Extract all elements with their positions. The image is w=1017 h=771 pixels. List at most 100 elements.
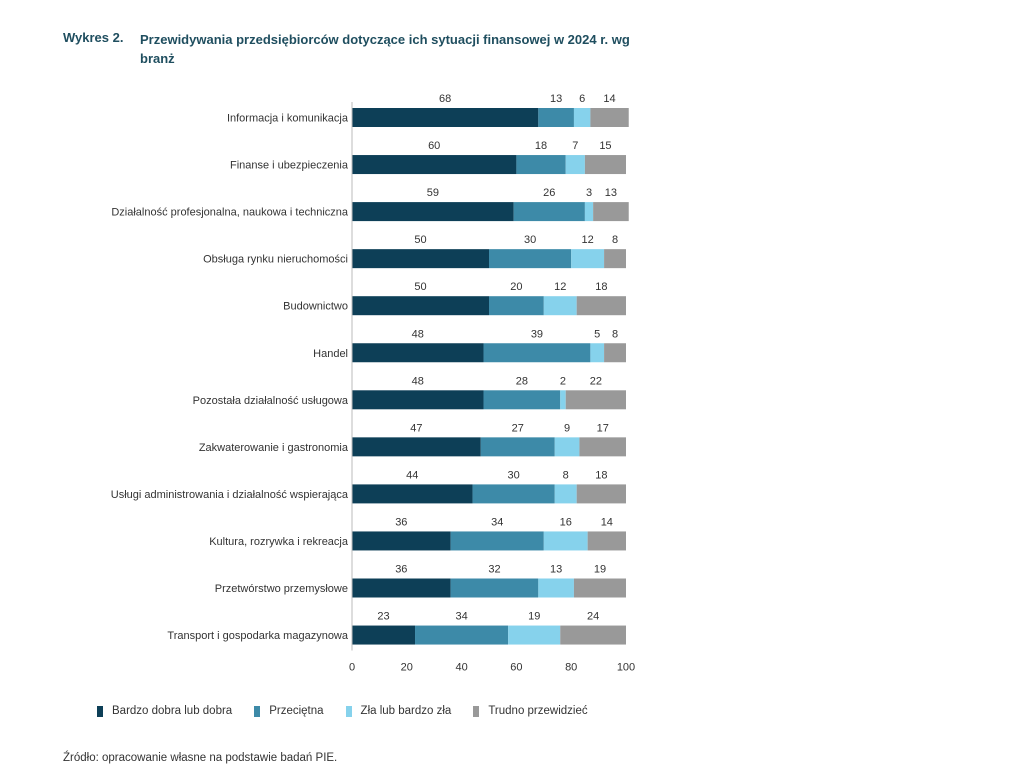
data-label: 34 xyxy=(491,516,503,528)
legend-swatch xyxy=(345,705,352,717)
data-label: 14 xyxy=(603,93,615,105)
bar-segment xyxy=(415,625,509,645)
data-label: 48 xyxy=(412,328,424,340)
legend-item: Bardzo dobra lub dobra xyxy=(97,705,232,717)
category-label: Transport i gospodarka magazynowa xyxy=(167,630,348,642)
category-label: Usługi administrowania i działalność wsp… xyxy=(111,489,349,501)
data-label: 34 xyxy=(455,611,467,623)
data-label: 13 xyxy=(550,564,562,576)
data-label: 8 xyxy=(563,469,569,481)
bar-segment xyxy=(573,578,626,598)
data-label: 2 xyxy=(560,375,566,387)
data-label: 12 xyxy=(582,234,594,246)
data-label: 60 xyxy=(428,140,440,152)
category-label: Kultura, rozrywka i rekreacja xyxy=(209,536,349,548)
bar-segment xyxy=(584,202,594,222)
bar-segment xyxy=(352,484,473,504)
data-label: 7 xyxy=(572,140,578,152)
bar-segment xyxy=(584,155,626,175)
x-tick-label: 0 xyxy=(349,662,355,674)
category-label: Przetwórstwo przemysłowe xyxy=(215,583,348,595)
x-tick-label: 100 xyxy=(617,662,635,674)
data-label: 15 xyxy=(599,140,611,152)
bar-segment xyxy=(489,296,544,316)
legend-item: Zła lub bardzo zła xyxy=(345,705,452,717)
x-tick-label: 20 xyxy=(401,662,413,674)
data-label: 18 xyxy=(535,140,547,152)
bar-segment xyxy=(538,578,574,598)
bar-segment xyxy=(560,390,566,410)
data-label: 30 xyxy=(524,234,536,246)
data-label: 8 xyxy=(612,234,618,246)
category-label: Pozostała działalność usługowa xyxy=(193,395,349,407)
data-label: 50 xyxy=(414,281,426,293)
data-label: 68 xyxy=(439,93,451,105)
bar-segment xyxy=(590,108,629,127)
data-label: 27 xyxy=(512,422,524,434)
data-label: 30 xyxy=(508,469,520,481)
figure-label: Wykres 2. xyxy=(63,30,124,45)
bar-segment xyxy=(450,531,544,551)
data-label: 59 xyxy=(427,187,439,199)
bar-segment xyxy=(604,343,626,363)
category-label: Handel xyxy=(313,348,348,360)
bar-segment xyxy=(352,249,489,269)
legend-label: Zła lub bardzo zła xyxy=(360,705,452,717)
bar-segment xyxy=(576,484,626,504)
bar-segment xyxy=(483,390,561,410)
legend-swatch xyxy=(97,705,103,717)
data-label: 18 xyxy=(595,469,607,481)
bar-segment xyxy=(593,202,629,222)
data-label: 13 xyxy=(605,187,617,199)
bar-segment xyxy=(590,343,605,363)
data-label: 28 xyxy=(516,375,528,387)
legend-label: Bardzo dobra lub dobra xyxy=(112,705,233,717)
bar-segment xyxy=(352,437,481,457)
data-label: 19 xyxy=(594,564,606,576)
bar-segment xyxy=(560,625,626,645)
bar-segment xyxy=(579,437,626,457)
bar-segment xyxy=(352,343,484,363)
category-label: Zakwaterowanie i gastronomia xyxy=(199,442,349,454)
bar-segment xyxy=(483,343,591,363)
legend-label: Trudno przewidzieć xyxy=(488,705,588,717)
data-label: 6 xyxy=(579,93,585,105)
data-label: 22 xyxy=(590,375,602,387)
bar-segment xyxy=(352,531,451,551)
data-label: 14 xyxy=(601,516,613,528)
data-label: 8 xyxy=(612,328,618,340)
data-label: 3 xyxy=(586,187,592,199)
category-label: Informacja i komunikacja xyxy=(227,113,349,125)
category-label: Działalność profesjonalna, naukowa i tec… xyxy=(111,207,349,219)
bar-segment xyxy=(604,249,626,269)
bar-segment xyxy=(543,531,588,551)
bar-segment xyxy=(538,108,574,127)
chart-title: Przewidywania przedsiębiorców dotyczące … xyxy=(140,32,630,66)
data-label: 24 xyxy=(587,611,599,623)
bar-segment xyxy=(489,249,572,269)
data-label: 44 xyxy=(406,469,418,481)
category-label: Finanse i ubezpieczenia xyxy=(230,160,349,172)
data-label: 16 xyxy=(560,516,572,528)
data-label: 12 xyxy=(554,281,566,293)
legend-item: Przeciętna xyxy=(254,705,324,717)
data-label: 23 xyxy=(377,611,389,623)
legend-swatch xyxy=(254,705,261,717)
bar-segment xyxy=(480,437,555,457)
data-label: 36 xyxy=(395,516,407,528)
bar-segment xyxy=(450,578,539,598)
data-label: 32 xyxy=(488,564,500,576)
category-label: Budownictwo xyxy=(283,301,348,313)
data-label: 19 xyxy=(528,611,540,623)
bar-segment xyxy=(573,108,591,127)
category-label: Obsługa rynku nieruchomości xyxy=(203,254,348,266)
data-label: 39 xyxy=(531,328,543,340)
bar-segment xyxy=(352,108,539,127)
bar-segment xyxy=(352,390,484,410)
x-tick-label: 40 xyxy=(455,662,467,674)
bar-segment xyxy=(513,202,585,222)
x-tick-label: 80 xyxy=(565,662,577,674)
bar-segment xyxy=(352,155,517,175)
data-label: 9 xyxy=(564,422,570,434)
bar-segment xyxy=(565,155,585,175)
